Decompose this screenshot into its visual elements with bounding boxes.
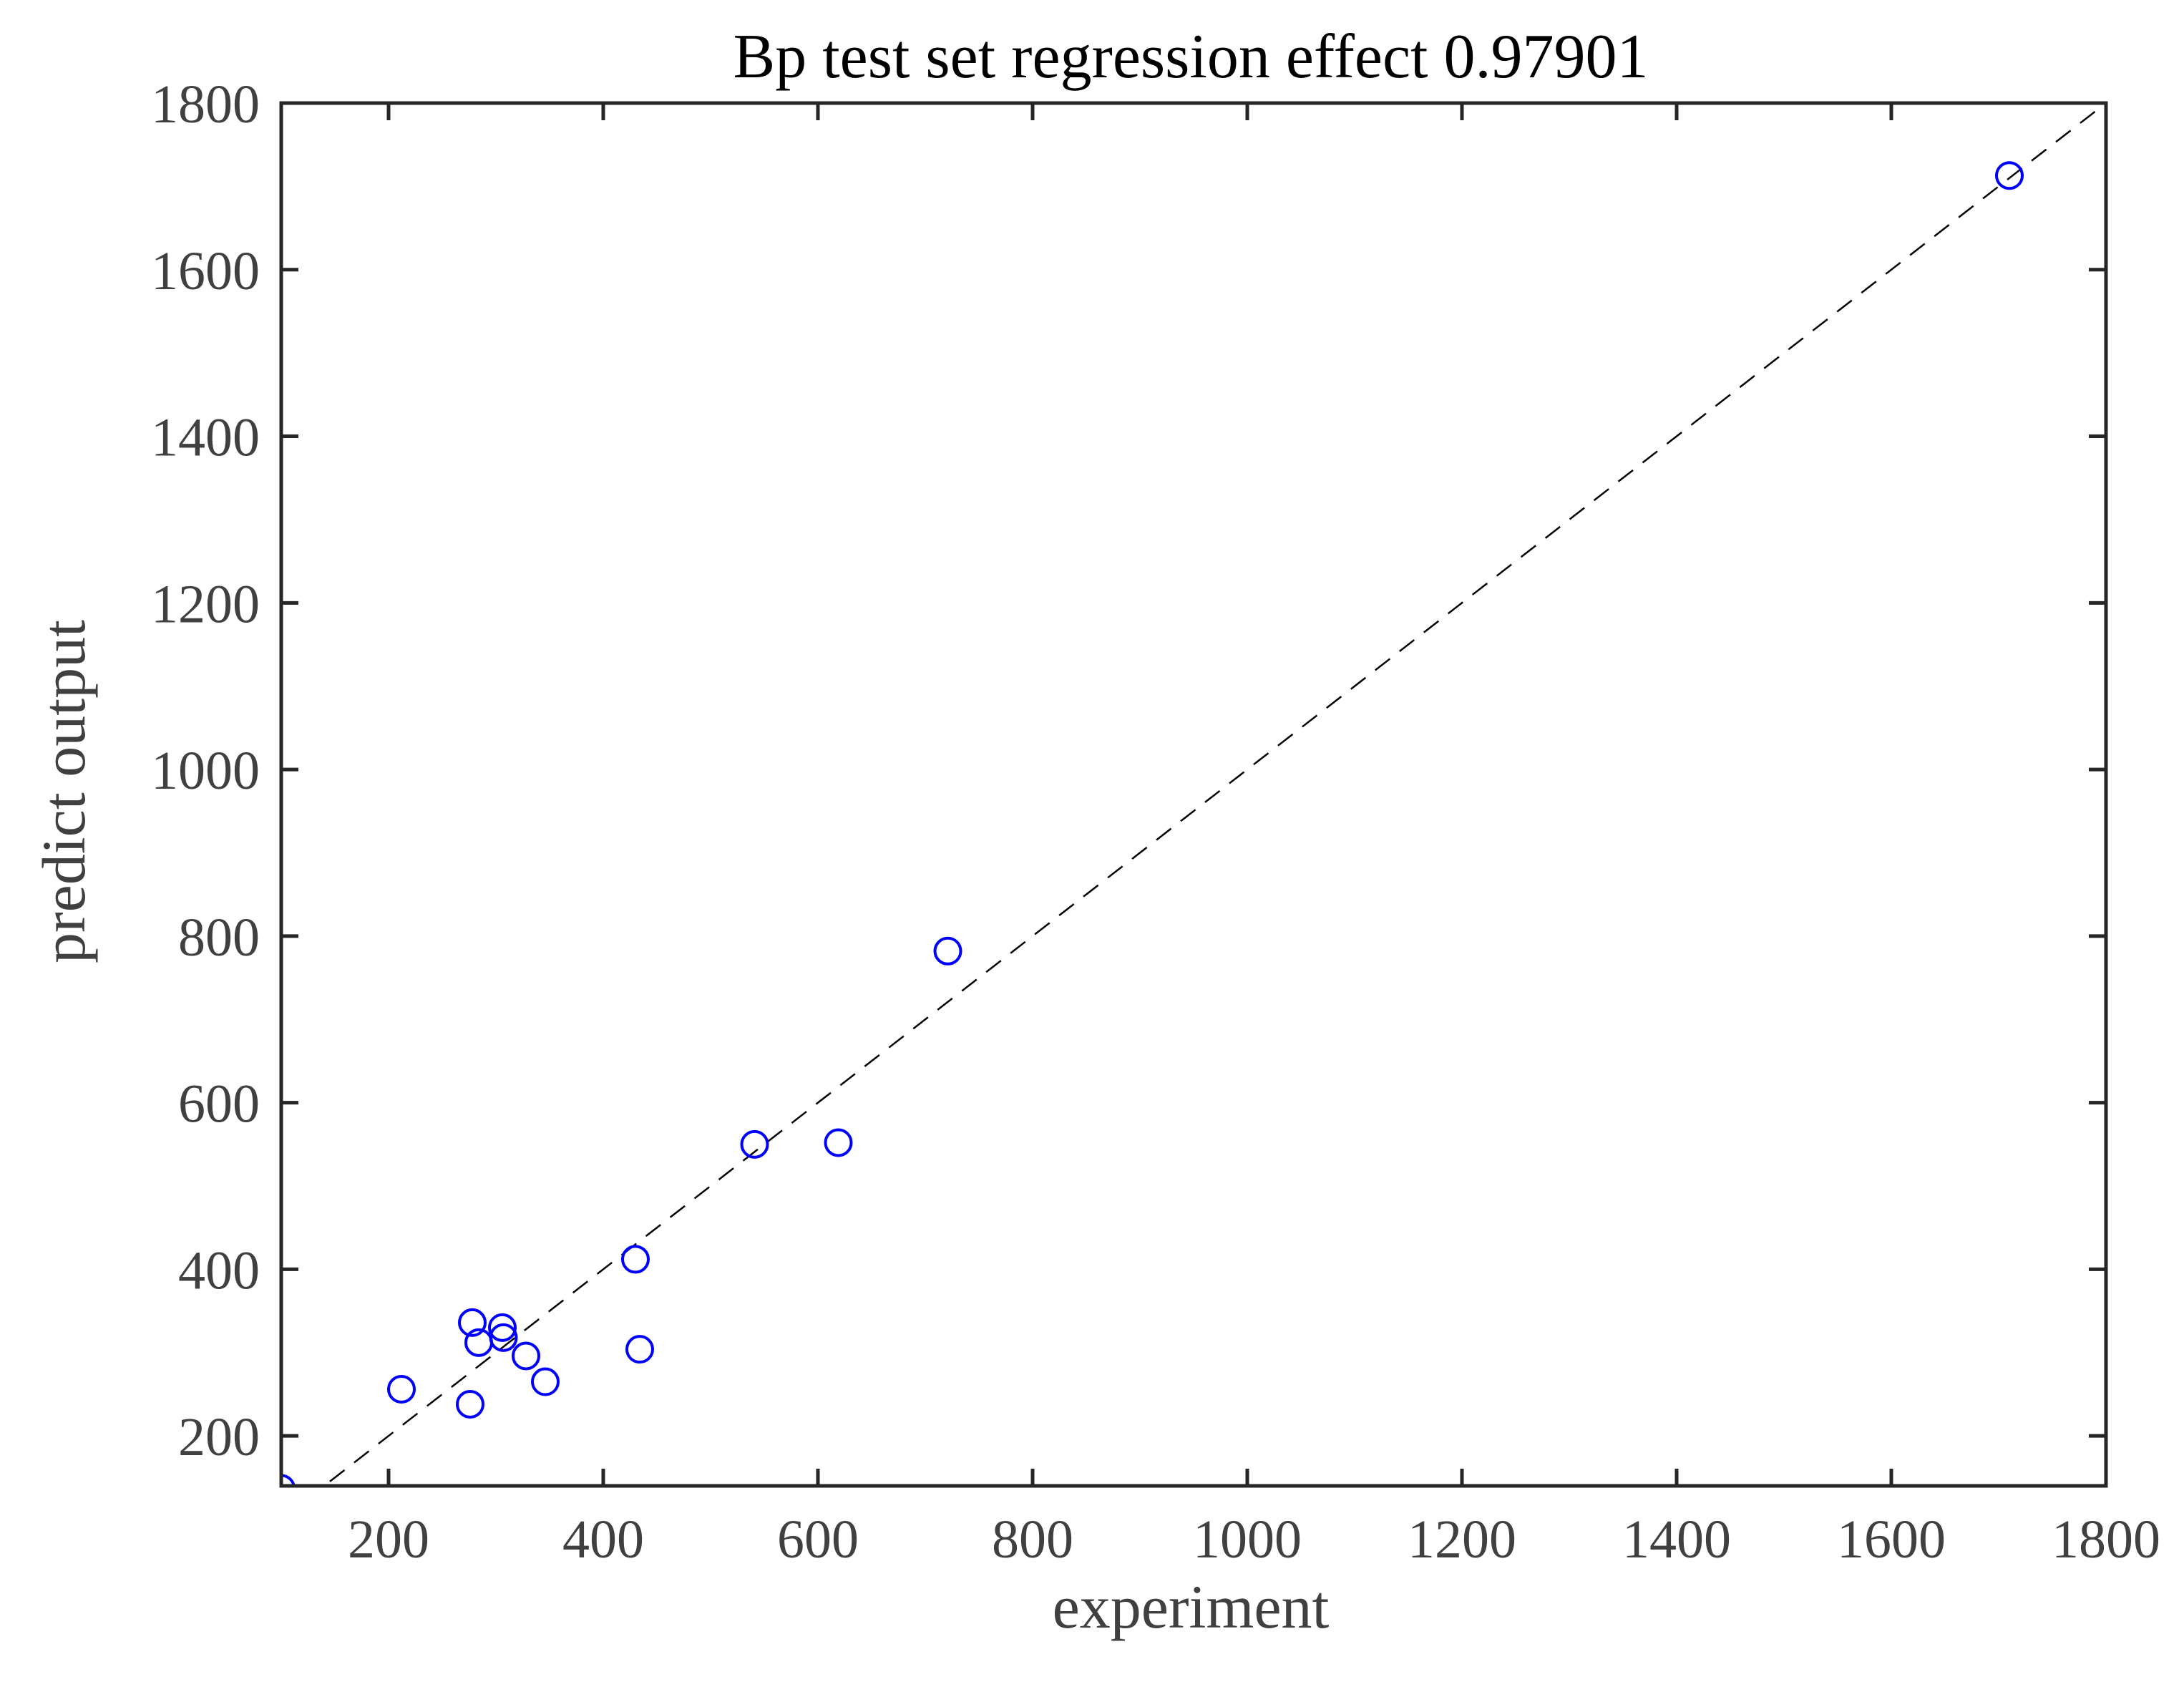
- x-tick-label: 1000: [1193, 1509, 1302, 1570]
- y-tick-label: 800: [178, 908, 260, 968]
- plot-area: [281, 103, 2106, 1486]
- data-point: [1995, 161, 2024, 190]
- data-point: [625, 1335, 654, 1364]
- data-point: [456, 1389, 484, 1419]
- x-tick-label: 800: [992, 1509, 1073, 1570]
- data-point: [512, 1341, 540, 1371]
- data-point: [488, 1313, 517, 1342]
- axes-frame: [279, 101, 2108, 1488]
- reference-line-group: [322, 103, 2106, 1486]
- y-tick-label: 1000: [151, 741, 260, 801]
- x-tick-label: 200: [348, 1509, 429, 1570]
- x-tick-label: 1800: [2052, 1509, 2160, 1570]
- data-point: [387, 1374, 416, 1404]
- y-tick-label: 1800: [151, 74, 260, 135]
- data-point: [824, 1128, 853, 1157]
- x-axis-label: experiment: [1053, 1572, 1330, 1641]
- data-point: [458, 1308, 487, 1337]
- x-tick-label: 1200: [1408, 1509, 1516, 1570]
- x-axis-ticks: 200 400 600 800 1000 1200 1400 1600 1800: [348, 103, 2160, 1570]
- data-point: [621, 1245, 650, 1274]
- data-point: [531, 1367, 560, 1396]
- data-point: [740, 1129, 769, 1159]
- x-tick-label: 1600: [1837, 1509, 1946, 1570]
- y-axis-label: predict output: [29, 620, 98, 963]
- y-tick-label: 200: [178, 1407, 260, 1467]
- data-point: [933, 936, 962, 966]
- y-tick-label: 1600: [151, 241, 260, 301]
- y-tick-label: 600: [178, 1074, 260, 1134]
- data-points-group: [281, 161, 2024, 1486]
- x-tick-label: 1400: [1622, 1509, 1731, 1570]
- chart-title: Bp test set regression effect 0.97901: [733, 22, 1649, 92]
- x-tick-label: 600: [777, 1509, 859, 1570]
- y-tick-label: 1400: [151, 408, 260, 468]
- data-point: [489, 1323, 518, 1352]
- y-axis-ticks: 200 400 600 800 1000 1200 1400 1600 1800: [151, 74, 2106, 1467]
- y-tick-label: 400: [178, 1240, 260, 1300]
- x-tick-label: 400: [562, 1509, 644, 1570]
- y-tick-label: 1200: [151, 574, 260, 634]
- reference-line: [322, 103, 2106, 1486]
